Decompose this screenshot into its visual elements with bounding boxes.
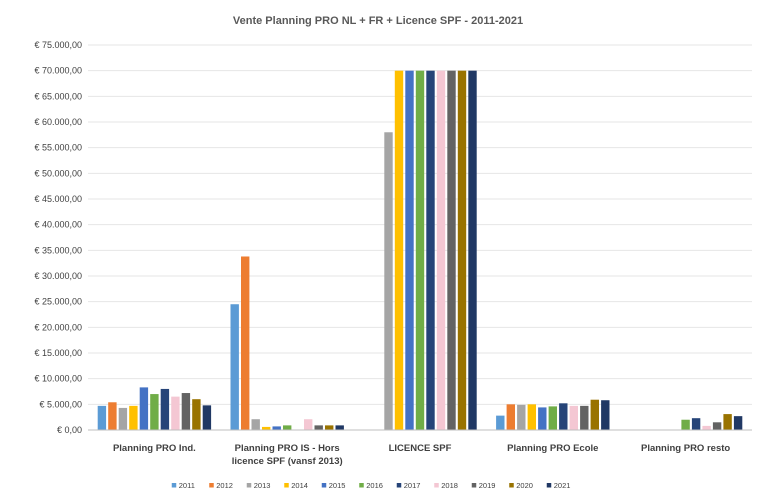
y-tick-label: € 5.000,00: [39, 399, 82, 409]
bar: [108, 402, 117, 430]
bar: [202, 405, 212, 430]
bar: [160, 388, 170, 430]
legend-swatch: [171, 483, 177, 488]
category-labels: Planning PRO Ind. Planning PRO IS - Hors l…: [113, 443, 730, 467]
legend: 2011 2012 2013 2014 2015 2016 2017 2018 2019 2020…: [171, 481, 571, 490]
y-tick-label: € 30.000,00: [34, 271, 82, 281]
category-label: Planning PRO Ind.: [113, 443, 196, 454]
bar: [304, 419, 313, 430]
y-tick-label: € 35.000,00: [34, 245, 82, 255]
y-tick-label: € 75.000,00: [34, 40, 82, 50]
bar: [394, 70, 404, 431]
legend-swatch: [359, 483, 364, 488]
bars: [97, 70, 743, 431]
category-label: Planning PRO IS - Hors licence SPF (vansf…: [232, 443, 343, 467]
category-label: LICENCE SPF: [389, 443, 452, 454]
bar: [325, 425, 334, 430]
legend-swatch: [509, 483, 514, 488]
bar: [139, 387, 149, 430]
legend-swatch: [284, 483, 289, 488]
bar: [230, 304, 239, 430]
y-tick-label: € 25.000,00: [34, 297, 82, 307]
legend-swatch: [246, 483, 252, 488]
bar: [538, 407, 547, 430]
y-tick-label: € 0,00: [57, 425, 82, 435]
legend-label: 2017: [404, 481, 421, 490]
bar: [171, 396, 180, 430]
y-tick-label: € 15.000,00: [34, 348, 82, 358]
bar: [569, 405, 578, 430]
bar: [129, 405, 138, 430]
bar: [181, 393, 191, 430]
bar: [384, 132, 393, 430]
bar: [527, 404, 536, 430]
bar: [723, 414, 732, 430]
y-tick-label: € 70.000,00: [34, 66, 82, 76]
bar: [496, 415, 505, 430]
bar: [251, 419, 260, 430]
bar: [691, 418, 701, 430]
chart-title: Vente Planning PRO NL + FR + Licence SPF…: [233, 15, 523, 27]
bar: [468, 70, 477, 431]
bar: [241, 256, 250, 430]
bar: [733, 416, 743, 430]
bar: [447, 70, 456, 431]
bar: [335, 425, 344, 430]
bar: [118, 407, 128, 430]
bar: [681, 419, 690, 430]
bar: [97, 405, 107, 430]
legend-label: 2014: [291, 481, 308, 490]
bar: [506, 404, 515, 430]
bar: [405, 70, 414, 431]
bar: [457, 70, 467, 431]
bar: [436, 70, 446, 431]
bar: [150, 394, 159, 430]
bar: [559, 403, 568, 430]
legend-label: 2018: [441, 481, 458, 490]
legend-label: 2019: [479, 481, 496, 490]
bar: [601, 400, 610, 430]
legend-swatch: [209, 483, 214, 488]
legend-swatch: [471, 483, 477, 488]
bar: [580, 405, 589, 430]
legend-swatch: [434, 483, 439, 488]
legend-label: 2013: [254, 481, 271, 490]
legend-swatch: [321, 483, 327, 488]
legend-label: 2016: [366, 481, 383, 490]
legend-label: 2021: [554, 481, 571, 490]
bar: [283, 425, 292, 430]
legend-label: 2011: [179, 481, 195, 490]
legend-label: 2015: [329, 481, 346, 490]
category-label: Planning PRO resto: [641, 443, 730, 454]
bar: [712, 422, 722, 430]
bar: [590, 399, 599, 430]
bar: [517, 404, 526, 430]
legend-label: 2020: [516, 481, 533, 490]
legend-label: 2012: [216, 481, 233, 490]
y-tick-label: € 10.000,00: [34, 374, 82, 384]
legend-swatch: [396, 483, 402, 488]
bar: [272, 426, 281, 430]
legend-swatch: [546, 483, 552, 488]
y-tick-label: € 40.000,00: [34, 220, 82, 230]
bar: [192, 399, 201, 430]
y-tick-label: € 45.000,00: [34, 194, 82, 204]
y-tick-label: € 20.000,00: [34, 322, 82, 332]
y-tick-label: € 65.000,00: [34, 91, 82, 101]
bar: [426, 70, 435, 431]
y-tick-label: € 55.000,00: [34, 143, 82, 153]
y-tick-label: € 50.000,00: [34, 168, 82, 178]
category-label: Planning PRO Ecole: [507, 443, 598, 454]
bar: [702, 425, 711, 430]
bar: [314, 425, 323, 430]
y-axis-tick-labels: € 0,00 € 5.000,00 € 10.000,00 € 15.000,00 € …: [34, 40, 82, 435]
y-tick-label: € 60.000,00: [34, 117, 82, 127]
bar: [548, 406, 557, 430]
bar: [415, 70, 425, 431]
bar: [262, 426, 271, 430]
